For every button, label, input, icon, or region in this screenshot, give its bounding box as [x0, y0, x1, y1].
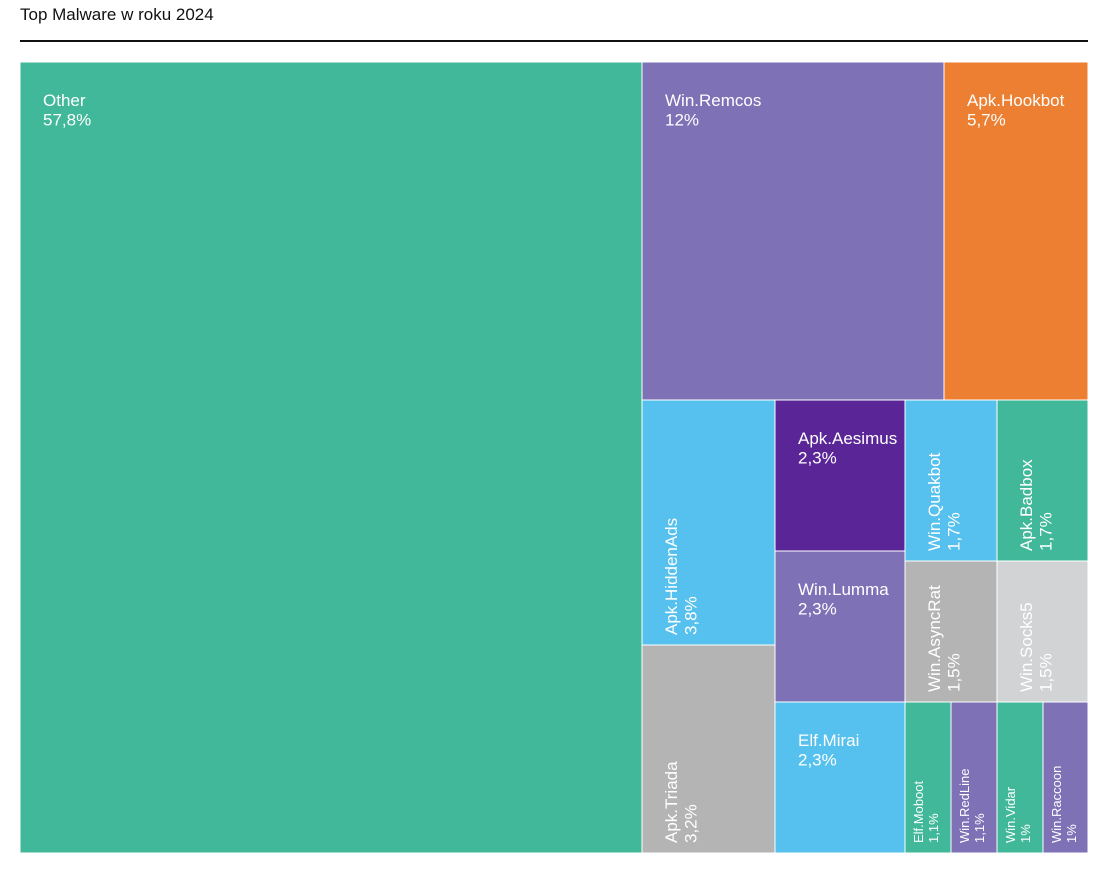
series-value: 57,8% — [43, 111, 91, 130]
treemap-rect — [996, 701, 1044, 854]
treemap-rect — [996, 399, 1089, 562]
treemap-label: Apk.Badbox1,7% — [1017, 459, 1056, 551]
series-value: 2,3% — [798, 449, 837, 468]
series-value: 5,7% — [967, 111, 1006, 130]
treemap-cell-win-socks5: Win.Socks51,5% — [996, 560, 1089, 703]
treemap-label: Win.Socks51,5% — [1017, 602, 1056, 692]
treemap-rect — [904, 399, 998, 562]
series-value: 12% — [665, 111, 699, 130]
series-name: Apk.Hookbot — [967, 91, 1065, 110]
series-name: Win.RedLine — [957, 769, 972, 843]
series-name: Apk.HiddenAds — [662, 518, 681, 635]
treemap-label: Win.RedLine1,1% — [957, 769, 987, 843]
treemap-label: Win.Raccoon1% — [1049, 766, 1079, 843]
treemap-label: Win.Lumma 2,3% — [798, 580, 889, 619]
series-name: Other — [43, 91, 86, 110]
series-name: Win.Vidar — [1003, 786, 1018, 843]
treemap-label: Apk.Hookbot 5,7% — [967, 91, 1065, 130]
treemap-label: Other 57,8% — [43, 91, 91, 130]
series-value: 3,2% — [682, 804, 701, 843]
treemap-rect — [950, 701, 998, 854]
treemap-label: Apk.Aesimus 2,3% — [798, 429, 897, 468]
treemap-label: Win.Vidar1% — [1003, 786, 1033, 843]
series-value: 1,7% — [945, 512, 964, 551]
treemap-cell-win-asyncrat: Win.AsyncRat1,5% — [904, 560, 998, 703]
treemap-rect — [641, 399, 776, 646]
treemap-label: Elf.Moboot1,1% — [911, 780, 941, 843]
treemap-cell-elf-moboot: Elf.Moboot1,1% — [904, 701, 952, 854]
treemap-label: Elf.Mirai 2,3% — [798, 731, 859, 770]
treemap-label: Win.Remcos 12% — [665, 91, 761, 130]
series-value: 1,5% — [945, 653, 964, 692]
series-value: 1,1% — [926, 813, 941, 843]
series-name: Win.Raccoon — [1049, 766, 1064, 843]
series-name: Elf.Mirai — [798, 731, 859, 750]
series-name: Elf.Moboot — [911, 780, 926, 843]
treemap-label: Win.AsyncRat1,5% — [925, 585, 964, 692]
series-name: Apk.Badbox — [1017, 459, 1036, 551]
series-name: Win.Socks5 — [1017, 602, 1036, 692]
series-value: 1,7% — [1037, 512, 1056, 551]
series-name: Win.Remcos — [665, 91, 761, 110]
series-name: Win.AsyncRat — [925, 585, 944, 692]
series-name: Win.Lumma — [798, 580, 889, 599]
series-name: Apk.Triada — [662, 761, 681, 843]
treemap-rect — [774, 701, 906, 854]
chart-title: Top Malware w roku 2024 — [20, 5, 214, 24]
treemap-cell-other: Other 57,8% — [19, 61, 643, 854]
treemap-rect — [641, 61, 945, 401]
treemap-rect — [943, 61, 1089, 401]
treemap-rect — [996, 560, 1089, 703]
treemap-cell-apk-aesimus: Apk.Aesimus 2,3% — [774, 399, 906, 552]
treemap-cell-win-raccoon: Win.Raccoon1% — [1042, 701, 1089, 854]
series-value: 2,3% — [798, 751, 837, 770]
title-divider — [20, 40, 1088, 42]
series-value: 3,8% — [682, 596, 701, 635]
treemap-cell-elf-mirai: Elf.Mirai 2,3% — [774, 701, 906, 854]
series-value: 1% — [1064, 824, 1079, 843]
series-name: Apk.Aesimus — [798, 429, 897, 448]
series-value: 1% — [1018, 824, 1033, 843]
treemap-cell-apk-triada: Apk.Triada3,2% — [641, 644, 776, 854]
treemap-cell-win-redline: Win.RedLine1,1% — [950, 701, 998, 854]
series-value: 1,1% — [972, 813, 987, 843]
treemap-rect — [19, 61, 643, 854]
treemap-label: Win.Quakbot1,7% — [925, 452, 964, 551]
treemap-label: Apk.Triada3,2% — [662, 761, 701, 843]
series-value: 2,3% — [798, 600, 837, 619]
treemap-rect — [904, 560, 998, 703]
treemap-rect — [774, 550, 906, 703]
treemap-cell-apk-hookbot: Apk.Hookbot 5,7% — [943, 61, 1089, 401]
treemap-cell-win-quakbot: Win.Quakbot1,7% — [904, 399, 998, 562]
treemap-cell-win-lumma: Win.Lumma 2,3% — [774, 550, 906, 703]
treemap-rect — [641, 644, 776, 854]
treemap-rect — [774, 399, 906, 552]
treemap-cell-apk-hiddenads: Apk.HiddenAds3,8% — [641, 399, 776, 646]
series-value: 1,5% — [1037, 653, 1056, 692]
treemap-cell-apk-badbox: Apk.Badbox1,7% — [996, 399, 1089, 562]
treemap-cell-win-vidar: Win.Vidar1% — [996, 701, 1044, 854]
treemap-label: Apk.HiddenAds3,8% — [662, 518, 701, 635]
series-name: Win.Quakbot — [925, 452, 944, 551]
treemap-cell-win-remcos: Win.Remcos 12% — [641, 61, 945, 401]
treemap-rect — [1042, 701, 1089, 854]
